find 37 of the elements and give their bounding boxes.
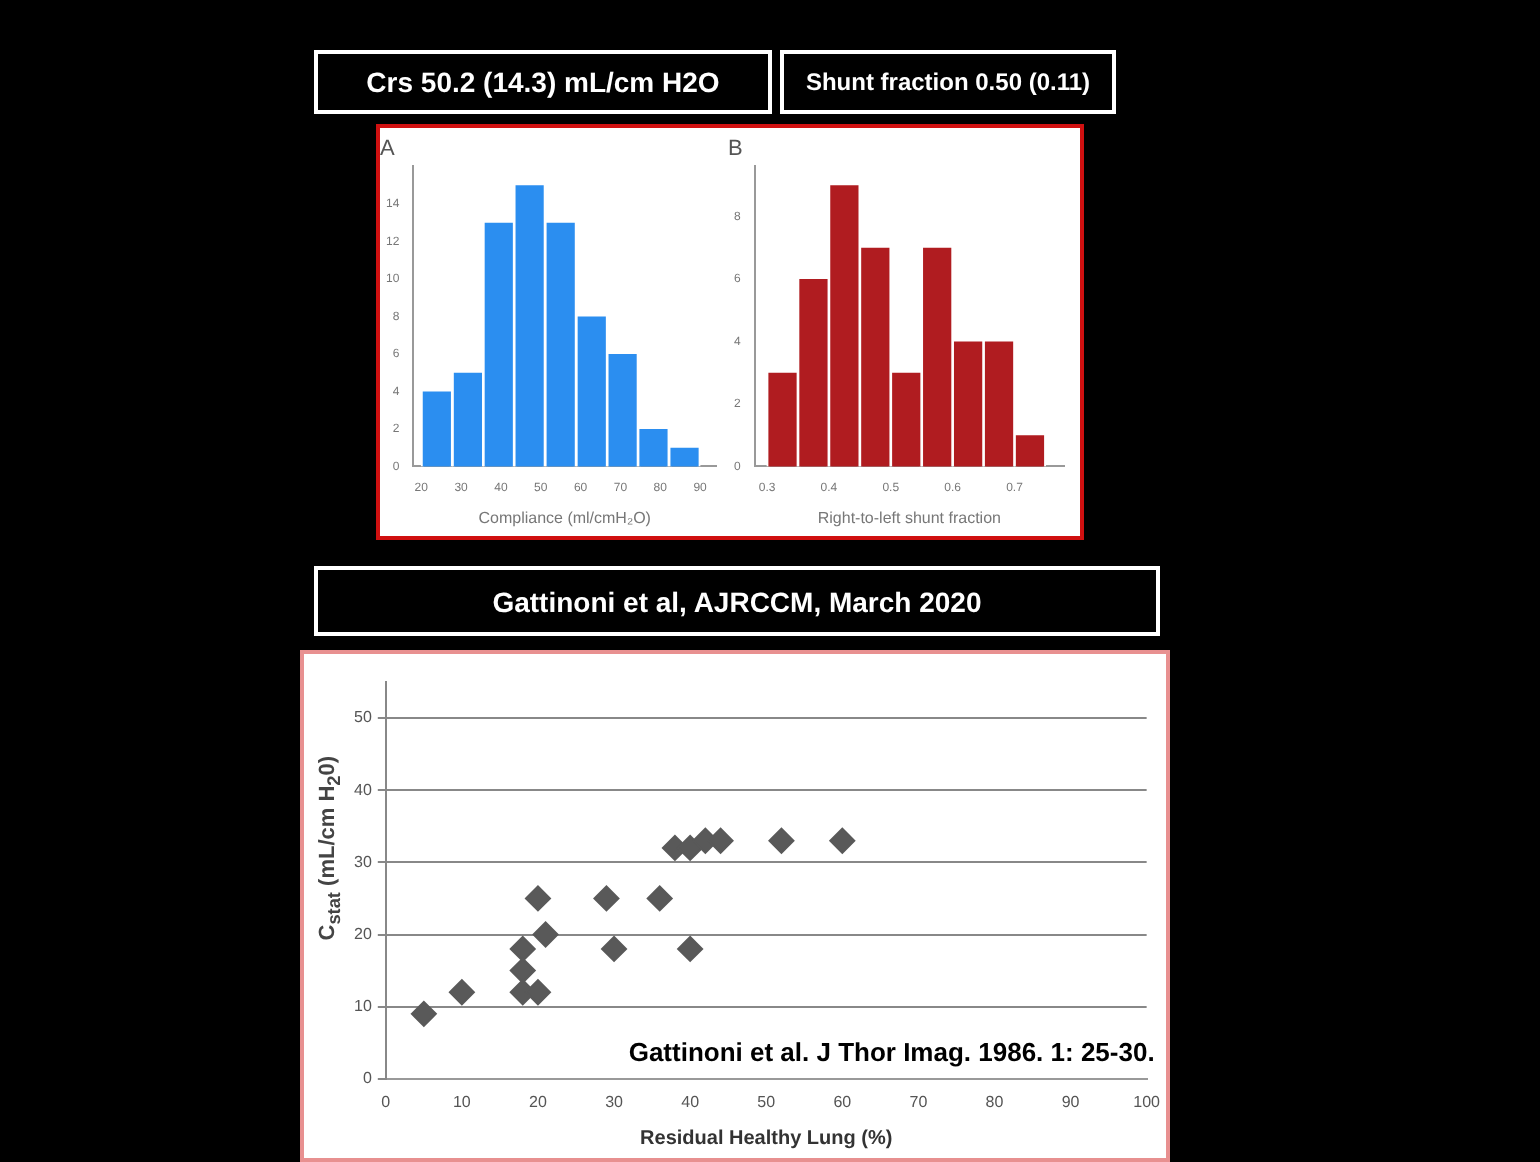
- x-tick-label: 10: [452, 1092, 472, 1111]
- chart-title: A: [380, 137, 396, 162]
- y-tick-label: 30: [353, 852, 373, 871]
- y-tick-label: 40: [353, 780, 373, 799]
- point: [677, 935, 704, 962]
- x-tick-label: 90: [1061, 1092, 1081, 1111]
- point: [410, 1000, 437, 1027]
- x-axis-title: Compliance (ml/cmH₂O): [478, 508, 652, 527]
- point: [601, 935, 628, 962]
- x-tick-label: 70: [909, 1092, 929, 1111]
- point: [524, 885, 551, 912]
- annotation: Gattinoni et al. J Thor Imag. 1986. 1: 25-30.: [628, 1036, 1155, 1067]
- y-tick-label: 0: [362, 1069, 373, 1088]
- point: [509, 957, 536, 984]
- point: [646, 885, 673, 912]
- x-tick-label: 40: [681, 1092, 701, 1111]
- y-tick-label: 10: [353, 997, 373, 1016]
- point: [532, 921, 559, 948]
- x-axis-title: Residual Healthy Lung (%): [640, 1127, 893, 1150]
- x-tick-label: 80: [985, 1092, 1005, 1111]
- x-tick-label: 60: [833, 1092, 853, 1111]
- point: [768, 827, 795, 854]
- x-tick-label: 50: [757, 1092, 777, 1111]
- chart-title: B: [728, 137, 743, 162]
- x-tick-label: 30: [605, 1092, 625, 1111]
- x-tick-label: 100: [1133, 1092, 1162, 1111]
- y-tick-label: 20: [353, 924, 373, 943]
- point: [509, 935, 536, 962]
- point: [448, 979, 475, 1006]
- point: [829, 827, 856, 854]
- text: Gattinoni et al, AJRCCM, March 2020: [314, 566, 1160, 636]
- text: Shunt fraction 0.50 (0.11): [780, 50, 1116, 114]
- text: Crs 50.2 (14.3) mL/cm H2O: [314, 50, 772, 114]
- x-axis-title: Right-to-left shunt fraction: [817, 508, 1001, 527]
- point: [593, 885, 620, 912]
- x-tick-label: 20: [529, 1092, 548, 1111]
- y-tick-label: 50: [353, 708, 373, 727]
